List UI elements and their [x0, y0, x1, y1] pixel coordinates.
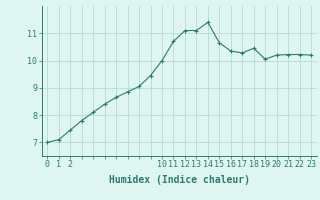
X-axis label: Humidex (Indice chaleur): Humidex (Indice chaleur) [109, 175, 250, 185]
